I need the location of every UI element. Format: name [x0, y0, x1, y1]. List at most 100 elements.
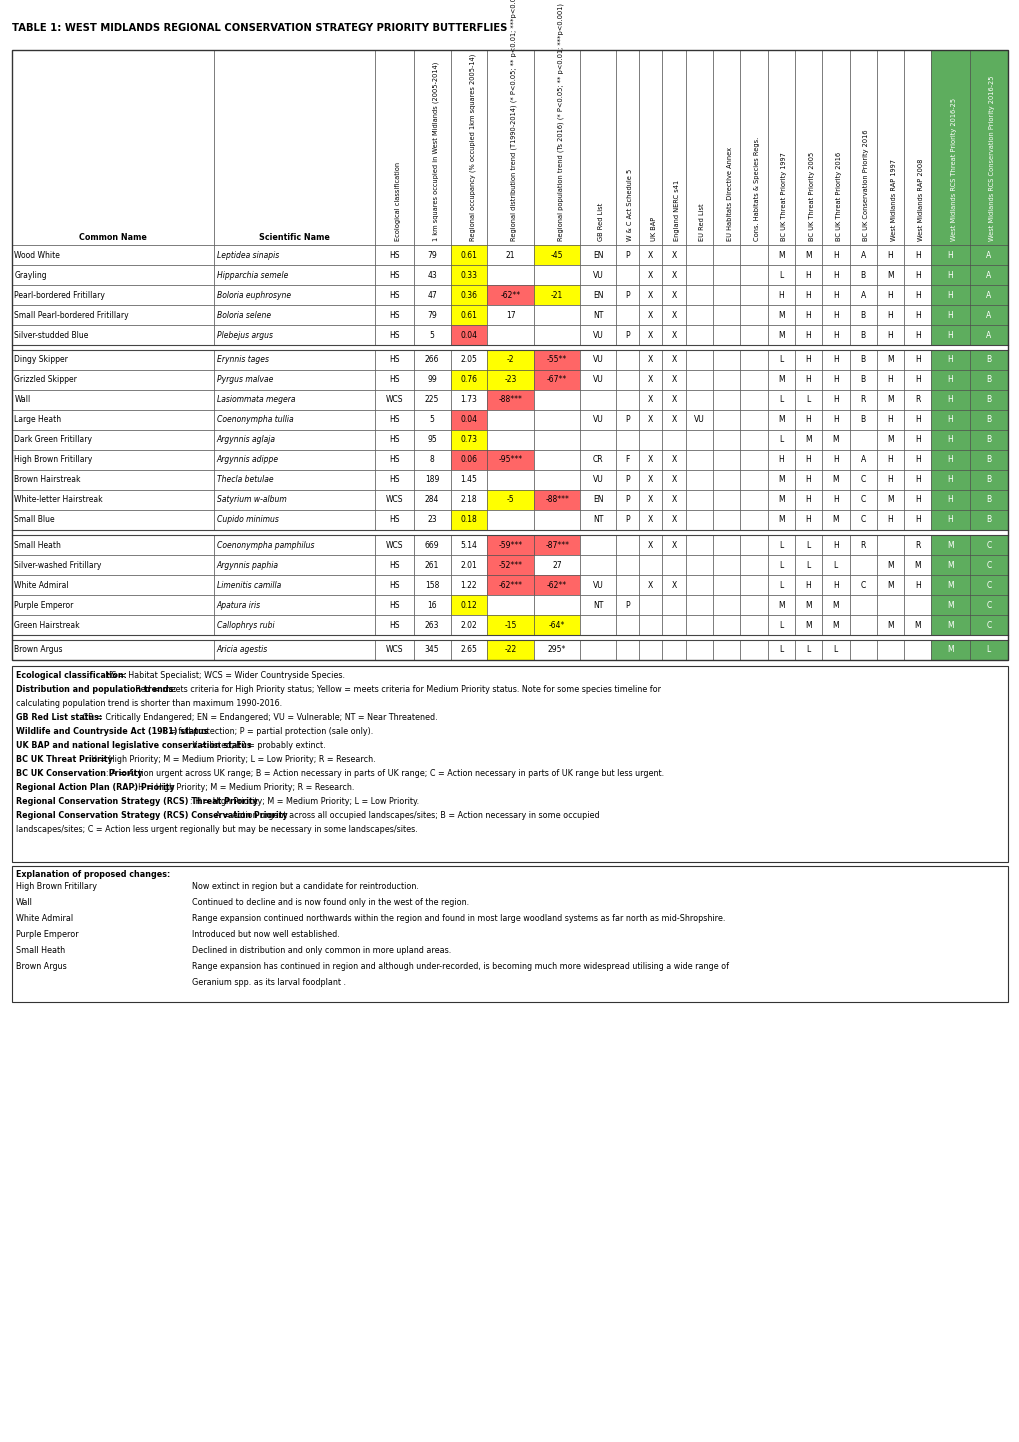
Text: -45: -45	[550, 251, 562, 260]
Bar	[876, 531, 903, 535]
Bar	[533, 640, 580, 660]
Bar	[214, 389, 375, 410]
Bar	[821, 389, 849, 410]
Text: Distribution and population trends:: Distribution and population trends:	[16, 685, 176, 694]
Text: H: H	[914, 515, 920, 525]
Bar	[930, 596, 969, 614]
Bar	[903, 596, 930, 614]
Bar	[487, 286, 533, 306]
Text: L: L	[779, 356, 783, 365]
Bar	[375, 634, 414, 640]
Bar	[876, 575, 903, 596]
Bar	[375, 531, 414, 535]
Bar	[487, 640, 533, 660]
Text: Coenonympha tullia: Coenonympha tullia	[216, 415, 293, 424]
Text: Regional Action Plan (RAP) Priority: Regional Action Plan (RAP) Priority	[16, 783, 174, 792]
Bar	[766, 345, 794, 350]
Text: 158: 158	[425, 581, 439, 590]
Text: West Midlands RCS Conservation Priority 2016-25: West Midlands RCS Conservation Priority …	[987, 75, 994, 241]
Text: M: M	[887, 271, 893, 280]
Text: H: H	[947, 271, 953, 280]
Bar	[12, 531, 214, 535]
Bar	[375, 324, 414, 345]
Text: Small Blue: Small Blue	[14, 515, 55, 525]
Bar	[903, 50, 930, 245]
Text: 95: 95	[427, 435, 436, 444]
Bar	[533, 324, 580, 345]
Bar	[661, 490, 685, 510]
Bar	[876, 50, 903, 245]
Bar	[849, 510, 876, 531]
Bar	[639, 389, 661, 410]
Bar	[214, 614, 375, 634]
Text: M: M	[887, 620, 893, 630]
Bar	[903, 470, 930, 490]
Bar	[414, 575, 450, 596]
Text: C: C	[985, 581, 990, 590]
Bar	[849, 265, 876, 286]
Text: 79: 79	[427, 251, 436, 260]
Bar	[414, 640, 450, 660]
Bar	[661, 389, 685, 410]
Text: H: H	[805, 581, 810, 590]
Bar	[414, 245, 450, 265]
Text: H: H	[914, 375, 920, 385]
Bar	[849, 306, 876, 324]
Bar	[639, 245, 661, 265]
Bar	[414, 306, 450, 324]
Text: Erynnis tages: Erynnis tages	[216, 356, 268, 365]
Bar	[12, 575, 214, 596]
Bar	[450, 371, 487, 389]
Text: H: H	[947, 456, 953, 464]
Text: 1 km squares occupied in West Midlands (2005-2014): 1 km squares occupied in West Midlands (…	[432, 62, 438, 241]
Bar	[615, 450, 639, 470]
Text: NT: NT	[592, 600, 602, 610]
Text: HS: HS	[389, 581, 399, 590]
Bar	[903, 286, 930, 306]
Text: H: H	[833, 290, 838, 300]
Bar	[969, 410, 1007, 430]
Text: -21: -21	[550, 290, 562, 300]
Text: H: H	[833, 456, 838, 464]
Bar	[969, 286, 1007, 306]
Text: F: F	[625, 456, 629, 464]
Bar	[12, 410, 214, 430]
Text: H: H	[914, 581, 920, 590]
Bar	[876, 306, 903, 324]
Bar	[375, 614, 414, 634]
Bar	[903, 389, 930, 410]
Text: WCS: WCS	[385, 496, 403, 505]
Bar	[639, 614, 661, 634]
Text: Small Heath: Small Heath	[14, 541, 61, 549]
Bar	[685, 555, 712, 575]
Bar	[375, 345, 414, 350]
Bar	[487, 306, 533, 324]
Bar	[12, 867, 1007, 1002]
Bar	[375, 306, 414, 324]
Bar	[414, 389, 450, 410]
Bar	[533, 490, 580, 510]
Text: B: B	[985, 375, 990, 385]
Text: H: H	[947, 330, 953, 339]
Text: WCS: WCS	[385, 395, 403, 405]
Text: 263: 263	[425, 620, 439, 630]
Bar	[969, 306, 1007, 324]
Bar	[766, 510, 794, 531]
Text: L: L	[806, 561, 810, 570]
Bar	[930, 345, 969, 350]
Text: 79: 79	[427, 310, 436, 320]
Bar	[661, 306, 685, 324]
Text: 2.02: 2.02	[461, 620, 477, 630]
Bar	[930, 555, 969, 575]
Text: : X = listed; E? = probably extinct.: : X = listed; E? = probably extinct.	[186, 741, 325, 750]
Bar	[794, 531, 821, 535]
Text: L: L	[779, 646, 783, 655]
Bar	[661, 286, 685, 306]
Bar	[685, 470, 712, 490]
Bar	[375, 450, 414, 470]
Text: X: X	[671, 476, 676, 485]
Bar	[487, 450, 533, 470]
Bar	[487, 430, 533, 450]
Bar	[450, 640, 487, 660]
Text: VU: VU	[592, 271, 603, 280]
